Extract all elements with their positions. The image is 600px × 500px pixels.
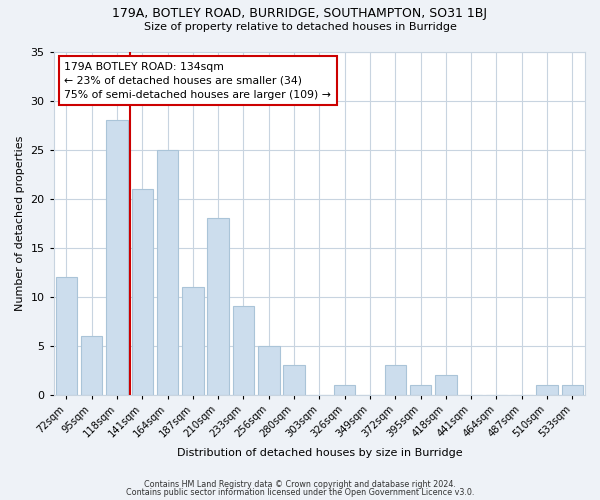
Text: Contains HM Land Registry data © Crown copyright and database right 2024.: Contains HM Land Registry data © Crown c… — [144, 480, 456, 489]
Y-axis label: Number of detached properties: Number of detached properties — [15, 136, 25, 310]
Bar — [81, 336, 103, 394]
Bar — [56, 277, 77, 394]
Bar — [334, 384, 355, 394]
Bar — [258, 346, 280, 395]
Bar — [208, 218, 229, 394]
Bar — [233, 306, 254, 394]
Bar — [536, 384, 558, 394]
Text: 179A BOTLEY ROAD: 134sqm
← 23% of detached houses are smaller (34)
75% of semi-d: 179A BOTLEY ROAD: 134sqm ← 23% of detach… — [64, 62, 331, 100]
Text: 179A, BOTLEY ROAD, BURRIDGE, SOUTHAMPTON, SO31 1BJ: 179A, BOTLEY ROAD, BURRIDGE, SOUTHAMPTON… — [113, 8, 487, 20]
Text: Contains public sector information licensed under the Open Government Licence v3: Contains public sector information licen… — [126, 488, 474, 497]
Bar — [283, 365, 305, 394]
Text: Size of property relative to detached houses in Burridge: Size of property relative to detached ho… — [143, 22, 457, 32]
Bar — [385, 365, 406, 394]
Bar — [435, 375, 457, 394]
X-axis label: Distribution of detached houses by size in Burridge: Distribution of detached houses by size … — [176, 448, 462, 458]
Bar — [157, 150, 178, 394]
Bar — [106, 120, 128, 394]
Bar — [182, 286, 203, 395]
Bar — [410, 384, 431, 394]
Bar — [131, 188, 153, 394]
Bar — [562, 384, 583, 394]
